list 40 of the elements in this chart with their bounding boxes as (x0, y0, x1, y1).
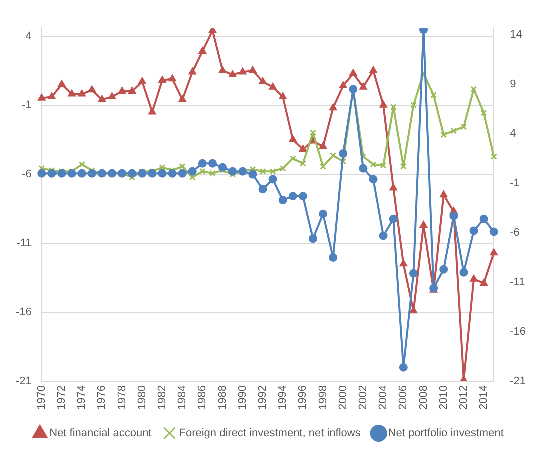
x-tick-label: 1998 (317, 386, 330, 410)
x-tick-label: 2002 (357, 386, 370, 410)
x-tick-label: 1972 (56, 386, 68, 410)
x-tick-label: 1970 (36, 386, 48, 410)
x-tick-label: 2004 (378, 386, 390, 410)
y-tick-label: -6 (22, 168, 32, 180)
y2-tick-label: -11 (510, 276, 526, 289)
x-tick-label: 1974 (76, 386, 88, 410)
y2-tick-label: 4 (510, 128, 516, 140)
x-tick-label: 1996 (297, 386, 310, 410)
x-tick-label: 2012 (458, 386, 470, 410)
y-tick-label: -1 (22, 99, 32, 112)
y-tick-label: -21 (16, 376, 32, 388)
y2-tick-label: -16 (510, 326, 526, 338)
y-tick-label: -16 (16, 306, 32, 319)
y-tick-label: 4 (26, 30, 32, 42)
x-tick-label: 2014 (478, 386, 490, 410)
legend-label: Net portfolio investment (388, 428, 504, 440)
x-tick-label: 1990 (236, 386, 249, 410)
x-tick-label: 1976 (96, 386, 108, 410)
x-tick-label: 1982 (156, 386, 169, 410)
x-tick-label: 1988 (216, 386, 229, 410)
x-tick-label: 2010 (438, 386, 450, 410)
y2-tick-label: -1 (510, 178, 520, 190)
y2-tick-label: -6 (510, 227, 520, 240)
legend-label: Net financial account (50, 428, 152, 440)
x-tick-label: 2008 (418, 386, 430, 410)
x-tick-label: 1978 (116, 386, 128, 410)
x-tick-label: 1986 (196, 386, 209, 410)
x-tick-label: 2000 (337, 386, 350, 410)
x-tick-label: 2006 (398, 386, 410, 410)
x-tick-label: 1980 (136, 386, 148, 410)
y2-tick-label: 14 (510, 28, 522, 41)
x-tick-label: 1984 (176, 386, 189, 410)
y2-tick-label: -21 (510, 376, 526, 388)
y-tick-label: -11 (16, 237, 32, 250)
x-tick-label: 1992 (257, 386, 270, 410)
legend-label: Foreign direct investment, net inflows (179, 428, 362, 440)
x-tick-label: 1994 (277, 386, 290, 410)
y2-tick-label: 9 (510, 78, 516, 90)
